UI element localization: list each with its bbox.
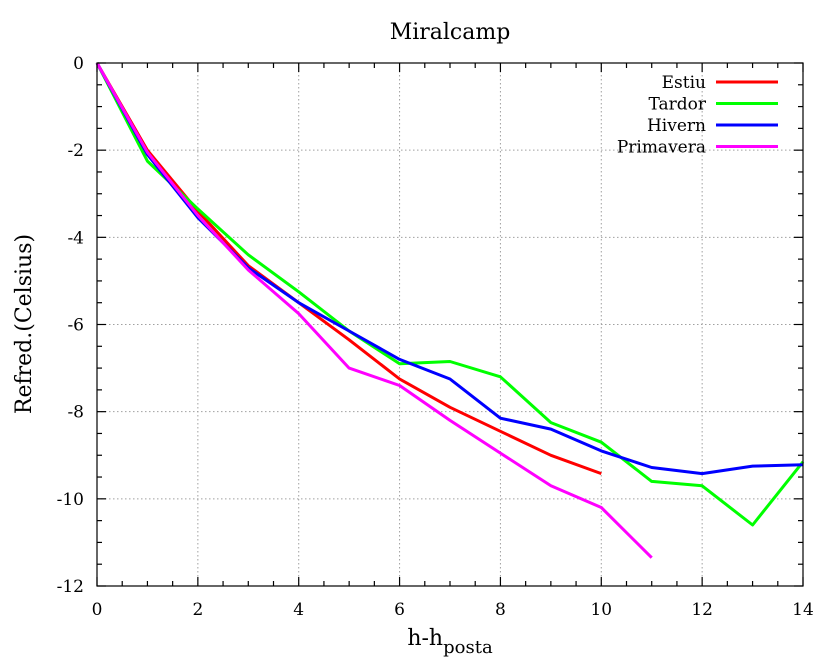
chart-title: Miralcamp — [390, 20, 511, 45]
y-tick-label: -12 — [57, 577, 84, 597]
y-axis-title: Refred.(Celsius) — [12, 234, 37, 414]
y-tick-label: 0 — [73, 54, 84, 74]
legend-label-estiu: Estiu — [662, 73, 706, 93]
x-axis-title-main: h-h — [407, 626, 443, 651]
y-tick-label: -10 — [57, 490, 84, 510]
y-tick-label: -2 — [67, 141, 84, 161]
x-tick-label: 14 — [792, 600, 814, 620]
series-lines — [95, 62, 805, 559]
y-tick-label: -4 — [67, 228, 84, 248]
series-line-tardor — [95, 62, 805, 527]
x-tick-label: 10 — [590, 600, 612, 620]
series-line-estiu — [95, 62, 602, 476]
legend-label-tardor: Tardor — [648, 95, 706, 115]
series-line-primavera — [95, 62, 653, 559]
grid-lines — [97, 63, 803, 586]
x-tick-label: 6 — [394, 600, 405, 620]
x-tick-label: 2 — [192, 600, 203, 620]
x-tick-label: 8 — [495, 600, 506, 620]
legend-label-primavera: Primavera — [617, 138, 706, 158]
x-tick-label: 12 — [691, 600, 713, 620]
y-tick-label: -6 — [67, 316, 84, 336]
x-tick-labels: 0 2 4 6 8 10 12 14 — [92, 600, 814, 620]
x-tick-label: 4 — [293, 600, 304, 620]
x-axis-title-subscript: posta — [443, 637, 493, 658]
y-tick-labels: 0 -2 -4 -6 -8 -10 -12 — [57, 54, 84, 597]
legend-label-hivern: Hivern — [647, 116, 706, 136]
x-tick-label: 0 — [92, 600, 103, 620]
axis-ticks — [96, 62, 804, 587]
x-axis-title: h-hposta — [407, 626, 493, 658]
y-tick-label: -8 — [67, 403, 84, 423]
